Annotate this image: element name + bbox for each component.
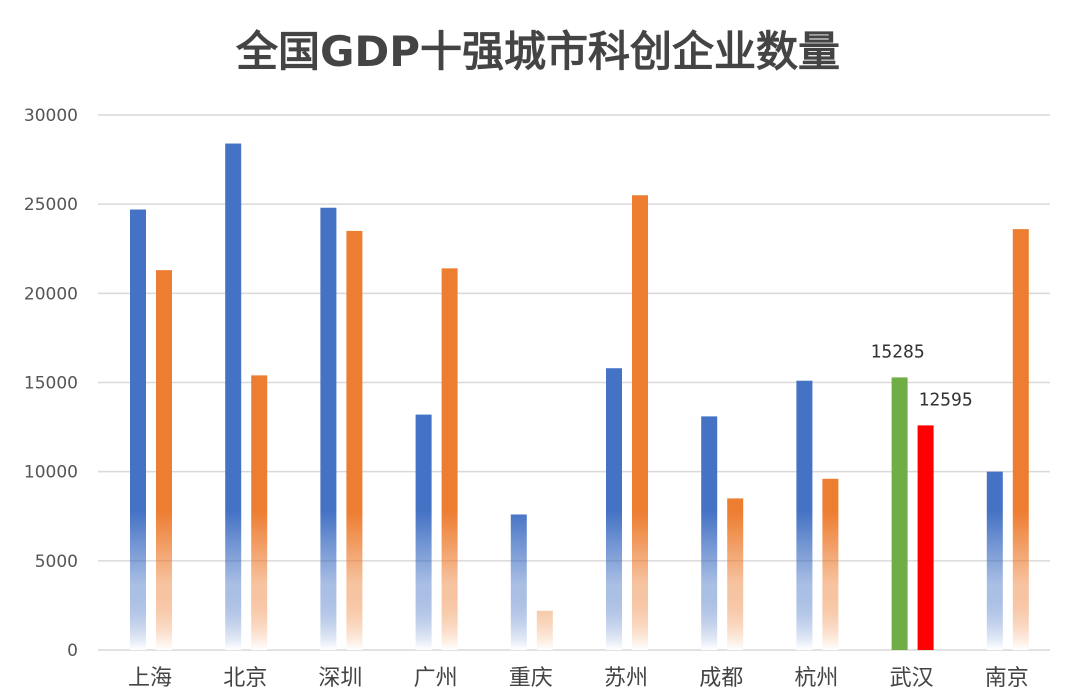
data-label-武汉-series-2: 12595	[919, 389, 973, 410]
y-tick-label: 20000	[24, 284, 78, 304]
bar-上海-series-1	[130, 209, 146, 650]
chart-title: 全国GDP十强城市科创企业数量	[235, 27, 840, 76]
bar-南京-series-2	[1012, 229, 1029, 650]
y-tick-label: 5000	[35, 552, 78, 572]
bar-武汉-series-1	[891, 377, 908, 650]
bar-重庆-series-1	[510, 514, 527, 650]
x-tick-label: 杭州	[794, 666, 838, 691]
y-tick-label: 15000	[24, 374, 78, 394]
bar-成都-series-1	[701, 416, 718, 650]
bar-广州-series-2	[441, 268, 458, 650]
bar-武汉-series-2	[917, 425, 934, 650]
x-tick-label: 武汉	[890, 666, 934, 691]
x-tick-label: 成都	[699, 666, 743, 691]
bar-北京-series-2	[251, 375, 268, 650]
x-axis-ticks: 上海 北京 深圳 广州 重庆 苏州 成都 杭州 武汉 南京	[128, 666, 1029, 691]
bar-广州-series-1	[415, 414, 432, 650]
x-tick-label: 上海	[128, 666, 172, 691]
data-labels: 15285 12595	[871, 341, 973, 410]
x-tick-label: 南京	[985, 666, 1029, 691]
bar-南京-series-1	[986, 471, 1003, 650]
bar-杭州-series-2	[822, 478, 839, 650]
y-tick-label: 30000	[24, 106, 78, 126]
x-tick-label: 广州	[414, 666, 458, 691]
bar-杭州-series-1	[796, 380, 813, 650]
bar-北京-series-1	[225, 143, 242, 651]
y-tick-label: 0	[67, 641, 78, 661]
bar-成都-series-2	[727, 498, 744, 650]
bar-深圳-series-2	[346, 230, 363, 650]
bar-重庆-series-2	[536, 610, 553, 650]
y-axis-ticks: 0 5000 10000 15000 20000 25000 30000	[24, 106, 78, 661]
y-tick-label: 25000	[24, 195, 78, 215]
bar-深圳-series-1	[320, 207, 337, 650]
x-tick-label: 苏州	[604, 666, 648, 691]
bar-苏州-series-2	[632, 195, 648, 650]
x-tick-label: 北京	[223, 666, 267, 691]
x-tick-label: 重庆	[509, 666, 553, 691]
bars	[130, 143, 1029, 651]
bar-苏州-series-1	[606, 368, 622, 650]
bar-上海-series-2	[156, 270, 172, 650]
data-label-武汉-series-1: 15285	[871, 341, 925, 362]
y-tick-label: 10000	[24, 463, 78, 483]
x-tick-label: 深圳	[318, 666, 362, 691]
